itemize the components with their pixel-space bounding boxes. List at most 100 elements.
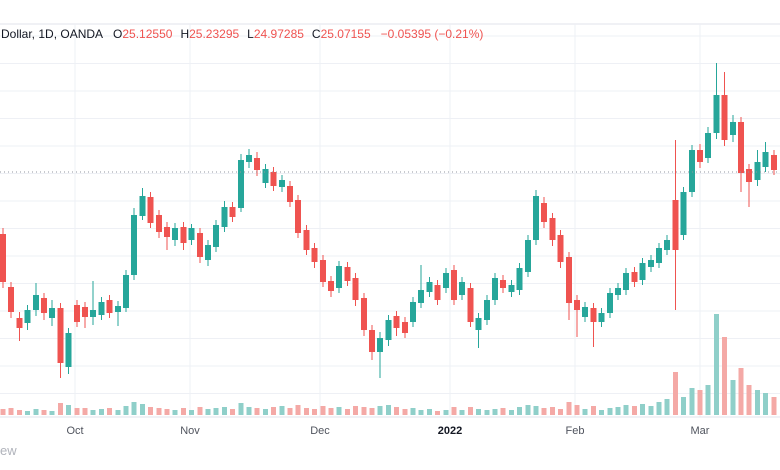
candle-body (418, 290, 425, 303)
volume-bar (746, 385, 752, 415)
candle-body (205, 245, 211, 260)
candle-body (16, 318, 23, 328)
candle-body (770, 155, 777, 170)
candle-body (680, 192, 687, 235)
candle-body (360, 298, 367, 330)
low-label: L (247, 27, 254, 41)
volume-bar (648, 406, 654, 415)
candle-body (172, 228, 179, 240)
candle-body (475, 318, 482, 330)
volume-bar (189, 410, 195, 415)
volume-bar (148, 407, 154, 415)
candle-body (213, 225, 220, 247)
symbol-title[interactable]: Dollar, 1D, OANDA (1, 27, 104, 41)
volume-bar (631, 406, 637, 415)
volume-bar (33, 409, 39, 415)
volume-bar (377, 406, 383, 415)
candle-body (533, 196, 539, 240)
volume-bar (361, 407, 367, 415)
candle-body (647, 260, 654, 267)
time-axis-label[interactable]: Nov (180, 425, 200, 437)
candle-body (623, 273, 630, 290)
volume-bar (763, 393, 769, 415)
candle-body (41, 298, 47, 313)
candle-body (754, 162, 761, 180)
volume-bar (541, 408, 547, 415)
volume-bar (303, 408, 309, 415)
volume-bar (385, 405, 391, 415)
volume-bar (41, 410, 47, 415)
volume-bar (205, 409, 211, 415)
volume-bar (238, 403, 244, 415)
candle-body (746, 169, 753, 182)
volume-bar (607, 408, 613, 415)
candle-body (549, 218, 556, 240)
volume-bar (656, 402, 662, 415)
low-value: 24.97285 (253, 27, 304, 41)
candle-body (656, 248, 662, 263)
candle-body (385, 320, 392, 340)
candle-body (762, 152, 769, 167)
watermark-text: ew (0, 443, 17, 458)
candle-body (254, 158, 261, 170)
candle-body (270, 172, 277, 186)
candle-body (672, 200, 679, 250)
candle-body (467, 288, 474, 322)
candle-body (426, 282, 433, 292)
candle-body (328, 281, 334, 291)
volume-bar (197, 407, 203, 415)
volume-bar (476, 409, 482, 415)
open-value: 25.12550 (122, 27, 173, 41)
candle-body (606, 293, 613, 313)
volume-bar (107, 408, 113, 415)
candle-body (139, 196, 146, 216)
candle-body (98, 302, 105, 315)
candle-body (459, 282, 466, 295)
volume-bar (123, 406, 129, 415)
volume-bar (369, 408, 375, 415)
time-axis-label[interactable]: 2022 (438, 425, 462, 437)
volume-bar (328, 408, 334, 415)
volume-bar (558, 409, 564, 415)
volume-bar (566, 402, 572, 415)
candle-body (738, 122, 744, 173)
volume-bar (74, 408, 80, 415)
candle-body (155, 215, 162, 232)
close-value: 25.07155 (320, 27, 371, 41)
volume-bar (508, 410, 514, 415)
volume-bar (25, 411, 31, 415)
candle-body (410, 302, 416, 322)
candle-body (131, 215, 138, 275)
volume-bar (705, 385, 711, 415)
candle-body (713, 95, 720, 133)
candle-body (278, 180, 285, 187)
volume-bar (295, 405, 301, 415)
time-axis-label[interactable]: Feb (566, 425, 585, 437)
volume-bar (115, 410, 121, 415)
volume-bar (525, 405, 531, 415)
time-axis-label[interactable]: Dec (310, 425, 330, 437)
candle-body (377, 338, 384, 352)
time-axis-label[interactable]: Oct (66, 425, 83, 437)
volume-bar (484, 410, 490, 415)
candle-body (180, 227, 187, 243)
volume-bar (672, 372, 678, 415)
volume-bar (443, 410, 449, 415)
time-axis-label[interactable]: Mar (691, 425, 710, 437)
candle-body (565, 257, 572, 303)
candle-body (303, 230, 310, 250)
change-value: −0.05395 (−0.21%) (380, 27, 484, 41)
candle-body (688, 150, 695, 192)
volume-bar (221, 407, 227, 415)
candle-body (631, 272, 638, 282)
volume-bar (681, 397, 687, 415)
candle-body (106, 300, 113, 313)
volume-bar (279, 406, 285, 415)
candle-body (221, 207, 228, 227)
candle-body (352, 278, 359, 300)
ohlc-high: H25.23295 (180, 27, 239, 41)
candle-body (147, 197, 154, 223)
candle-body (336, 266, 343, 288)
close-label: C (311, 27, 321, 41)
